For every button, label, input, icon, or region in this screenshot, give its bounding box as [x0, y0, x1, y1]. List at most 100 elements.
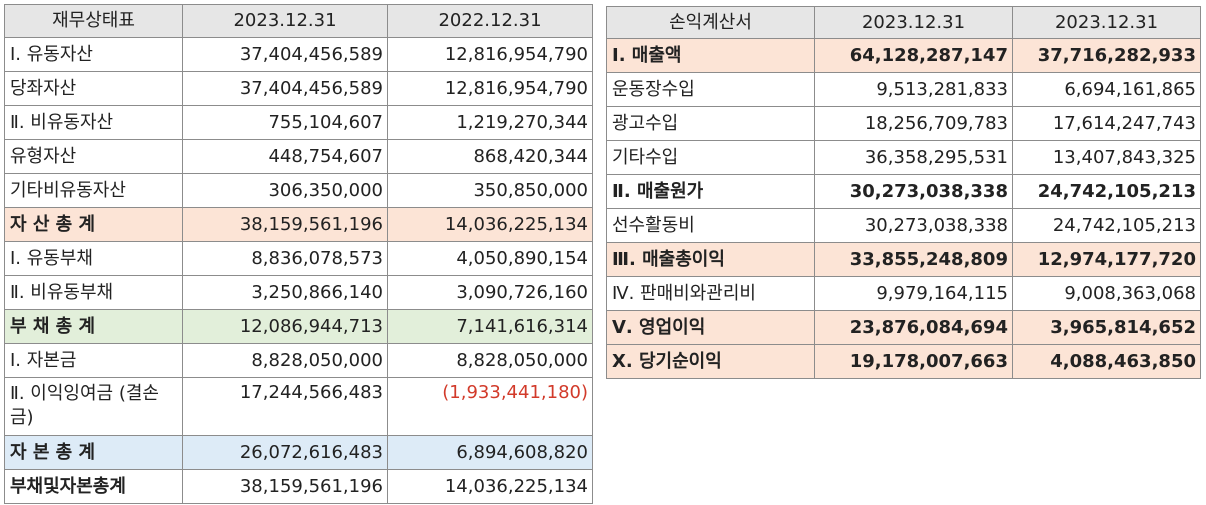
row-label: 기타비유동자산	[4, 173, 183, 208]
net-income-row: Ⅹ. 당기순이익 19,178,007,663 4,088,463,850	[606, 344, 1201, 379]
value-col-2: 4,088,463,850	[1012, 344, 1201, 379]
value-2023: 448,754,607	[182, 139, 388, 174]
value-col-1: 30,273,038,338	[814, 174, 1013, 209]
row-label: 선수활동비	[606, 208, 815, 243]
value-col-1: 23,876,084,694	[814, 310, 1013, 345]
table-row: 당좌자산 37,404,456,589 12,816,954,790	[4, 71, 593, 106]
value-col-1: 18,256,709,783	[814, 106, 1013, 141]
value-2022-negative: (1,933,441,180)	[387, 377, 593, 436]
value-2022: 1,219,270,344	[387, 105, 593, 140]
row-label: 유형자산	[4, 139, 183, 174]
income-statement-title: 손익계산서	[606, 6, 815, 39]
value-2023: 37,404,456,589	[182, 37, 388, 72]
value-col-2: 12,974,177,720	[1012, 242, 1201, 277]
row-label: Ⅱ. 비유동부채	[4, 275, 183, 310]
row-label: Ⅹ. 당기순이익	[606, 344, 815, 379]
income-statement-year-1: 2023.12.31	[814, 6, 1013, 39]
row-label: Ⅲ. 매출총이익	[606, 242, 815, 277]
value-col-1: 30,273,038,338	[814, 208, 1013, 243]
balance-sheet-header-row: 재무상태표 2023.12.31 2022.12.31	[4, 4, 593, 38]
table-row: Ⅱ. 이익잉여금 (결손금) 17,244,566,483 (1,933,441…	[4, 377, 593, 436]
balance-sheet-year-2023: 2023.12.31	[182, 4, 388, 38]
value-col-2: 6,694,161,865	[1012, 72, 1201, 107]
table-row: 기타수입 36,358,295,531 13,407,843,325	[606, 140, 1201, 175]
value-2023: 17,244,566,483	[182, 377, 388, 436]
table-row: Ⅰ. 유동부채 8,836,078,573 4,050,890,154	[4, 241, 593, 276]
value-col-2: 9,008,363,068	[1012, 276, 1201, 311]
row-label: 운동장수입	[606, 72, 815, 107]
row-label: Ⅰ. 매출액	[606, 38, 815, 73]
row-label: 자 산 총 계	[4, 207, 183, 242]
liability-total-row: 부 채 총 계 12,086,944,713 7,141,616,314	[4, 309, 593, 344]
value-col-1: 19,178,007,663	[814, 344, 1013, 379]
value-col-2: 24,742,105,213	[1012, 208, 1201, 243]
income-statement-header-row: 손익계산서 2023.12.31 2023.12.31	[606, 6, 1201, 39]
row-label: 광고수입	[606, 106, 815, 141]
row-label: 기타수입	[606, 140, 815, 175]
row-label: Ⅱ. 매출원가	[606, 174, 815, 209]
gross-profit-row: Ⅲ. 매출총이익 33,855,248,809 12,974,177,720	[606, 242, 1201, 277]
value-2023: 8,836,078,573	[182, 241, 388, 276]
row-label: 부채및자본총계	[4, 469, 183, 504]
table-row: Ⅱ. 비유동자산 755,104,607 1,219,270,344	[4, 105, 593, 140]
value-col-1: 36,358,295,531	[814, 140, 1013, 175]
table-row: 광고수입 18,256,709,783 17,614,247,743	[606, 106, 1201, 141]
row-label: Ⅱ. 이익잉여금 (결손금)	[4, 377, 183, 436]
value-2022: 8,828,050,000	[387, 343, 593, 378]
revenue-row: Ⅰ. 매출액 64,128,287,147 37,716,282,933	[606, 38, 1201, 73]
income-statement-year-2: 2023.12.31	[1012, 6, 1201, 39]
value-col-2: 37,716,282,933	[1012, 38, 1201, 73]
value-col-1: 9,979,164,115	[814, 276, 1013, 311]
row-label: 자 본 총 계	[4, 435, 183, 470]
value-col-2: 24,742,105,213	[1012, 174, 1201, 209]
value-2022: 12,816,954,790	[387, 71, 593, 106]
balance-sheet-table: 재무상태표 2023.12.31 2022.12.31 Ⅰ. 유동자산 37,4…	[4, 4, 593, 504]
value-2022: 4,050,890,154	[387, 241, 593, 276]
table-row: Ⅰ. 유동자산 37,404,456,589 12,816,954,790	[4, 37, 593, 72]
row-label: Ⅳ. 판매비와관리비	[606, 276, 815, 311]
row-label: 부 채 총 계	[4, 309, 183, 344]
value-2023: 3,250,866,140	[182, 275, 388, 310]
table-row: Ⅱ. 비유동부채 3,250,866,140 3,090,726,160	[4, 275, 593, 310]
row-label: 당좌자산	[4, 71, 183, 106]
value-2022: 14,036,225,134	[387, 469, 593, 504]
value-col-2: 13,407,843,325	[1012, 140, 1201, 175]
value-2023: 38,159,561,196	[182, 469, 388, 504]
value-2023: 38,159,561,196	[182, 207, 388, 242]
balance-sheet-year-2022: 2022.12.31	[387, 4, 593, 38]
table-row: Ⅳ. 판매비와관리비 9,979,164,115 9,008,363,068	[606, 276, 1201, 311]
cost-of-sales-row: Ⅱ. 매출원가 30,273,038,338 24,742,105,213	[606, 174, 1201, 209]
value-2022: 7,141,616,314	[387, 309, 593, 344]
value-2022: 868,420,344	[387, 139, 593, 174]
value-2023: 37,404,456,589	[182, 71, 388, 106]
value-2023: 12,086,944,713	[182, 309, 388, 344]
value-col-1: 33,855,248,809	[814, 242, 1013, 277]
balance-sheet-title: 재무상태표	[4, 4, 183, 38]
table-row: 운동장수입 9,513,281,833 6,694,161,865	[606, 72, 1201, 107]
value-2022: 12,816,954,790	[387, 37, 593, 72]
value-col-1: 64,128,287,147	[814, 38, 1013, 73]
table-row: 선수활동비 30,273,038,338 24,742,105,213	[606, 208, 1201, 243]
value-col-2: 3,965,814,652	[1012, 310, 1201, 345]
value-2022: 350,850,000	[387, 173, 593, 208]
value-2023: 755,104,607	[182, 105, 388, 140]
row-label: Ⅰ. 자본금	[4, 343, 183, 378]
value-2022: 3,090,726,160	[387, 275, 593, 310]
asset-total-row: 자 산 총 계 38,159,561,196 14,036,225,134	[4, 207, 593, 242]
row-label: Ⅰ. 유동부채	[4, 241, 183, 276]
table-row: 유형자산 448,754,607 868,420,344	[4, 139, 593, 174]
operating-income-row: Ⅴ. 영업이익 23,876,084,694 3,965,814,652	[606, 310, 1201, 345]
value-2022: 6,894,608,820	[387, 435, 593, 470]
value-2023: 8,828,050,000	[182, 343, 388, 378]
row-label: Ⅱ. 비유동자산	[4, 105, 183, 140]
equity-total-row: 자 본 총 계 26,072,616,483 6,894,608,820	[4, 435, 593, 470]
table-row: 기타비유동자산 306,350,000 350,850,000	[4, 173, 593, 208]
value-col-1: 9,513,281,833	[814, 72, 1013, 107]
income-statement-table: 손익계산서 2023.12.31 2023.12.31 Ⅰ. 매출액 64,12…	[606, 6, 1201, 379]
row-label: Ⅰ. 유동자산	[4, 37, 183, 72]
value-2023: 26,072,616,483	[182, 435, 388, 470]
table-row: Ⅰ. 자본금 8,828,050,000 8,828,050,000	[4, 343, 593, 378]
grand-total-row: 부채및자본총계 38,159,561,196 14,036,225,134	[4, 469, 593, 504]
value-2022: 14,036,225,134	[387, 207, 593, 242]
row-label: Ⅴ. 영업이익	[606, 310, 815, 345]
